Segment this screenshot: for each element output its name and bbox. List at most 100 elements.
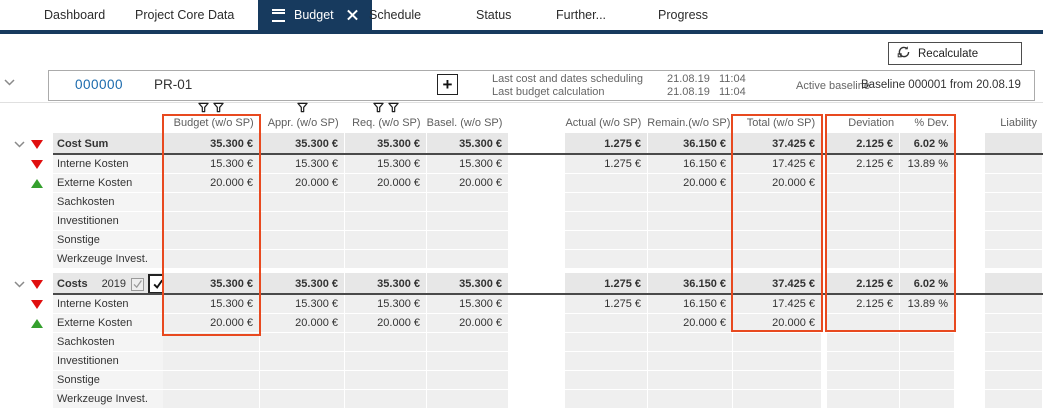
cell-actual[interactable] xyxy=(565,231,648,250)
cell-basel[interactable] xyxy=(427,333,509,352)
cell-remain[interactable]: 36.150 € xyxy=(648,133,733,155)
cell-remain[interactable]: 36.150 € xyxy=(648,273,733,295)
cell-pdev[interactable] xyxy=(900,390,955,409)
cell-appr[interactable] xyxy=(260,352,345,371)
cell-actual[interactable] xyxy=(565,174,648,193)
tab-project-core-data[interactable]: Project Core Data xyxy=(135,8,235,22)
table-row[interactable]: Werkzeuge Invest. xyxy=(0,390,1043,409)
cell-dev[interactable] xyxy=(827,250,900,269)
column-header-pdev[interactable]: % Dev. xyxy=(900,104,955,131)
cell-actual[interactable] xyxy=(565,212,648,231)
cell-appr[interactable]: 20.000 € xyxy=(260,174,345,193)
project-header-row[interactable]: 000000 PR-01 + Last cost and dates sched… xyxy=(48,70,1035,101)
row-label-cell[interactable]: Interne Kosten xyxy=(0,295,163,314)
cell-budget[interactable]: 35.300 € xyxy=(163,133,260,155)
cell-pdev[interactable]: 6.02 % xyxy=(900,273,955,295)
cell-appr[interactable]: 20.000 € xyxy=(260,314,345,333)
cell-dev[interactable] xyxy=(827,193,900,212)
cell-liab[interactable] xyxy=(985,250,1043,269)
cell-actual[interactable] xyxy=(565,314,648,333)
cell-dev[interactable] xyxy=(827,371,900,390)
row-label-cell[interactable]: Investitionen xyxy=(0,212,163,231)
cell-appr[interactable] xyxy=(260,212,345,231)
row-label-cell[interactable]: Interne Kosten xyxy=(0,155,163,174)
cell-pdev[interactable]: 13.89 % xyxy=(900,155,955,174)
cell-basel[interactable] xyxy=(427,390,509,409)
cell-req[interactable] xyxy=(345,250,427,269)
cell-dev[interactable] xyxy=(827,231,900,250)
cell-req[interactable] xyxy=(345,352,427,371)
tab-further[interactable]: Further... xyxy=(556,8,607,22)
cell-req[interactable] xyxy=(345,333,427,352)
cell-appr[interactable] xyxy=(260,250,345,269)
cell-basel[interactable] xyxy=(427,231,509,250)
cell-pdev[interactable] xyxy=(900,352,955,371)
cell-appr[interactable] xyxy=(260,193,345,212)
cell-remain[interactable] xyxy=(648,231,733,250)
row-label-cell[interactable]: Sachkosten xyxy=(0,333,163,352)
cell-liab[interactable] xyxy=(985,174,1043,193)
close-icon[interactable] xyxy=(347,10,358,21)
cell-liab[interactable] xyxy=(985,212,1043,231)
cell-basel[interactable]: 35.300 € xyxy=(427,133,509,155)
cell-budget[interactable] xyxy=(163,333,260,352)
cell-budget[interactable] xyxy=(163,212,260,231)
row-label-cell[interactable]: Sonstige xyxy=(0,371,163,390)
cell-basel[interactable] xyxy=(427,352,509,371)
cell-pdev[interactable]: 13.89 % xyxy=(900,295,955,314)
cell-liab[interactable] xyxy=(985,314,1043,333)
cell-actual[interactable] xyxy=(565,352,648,371)
cell-total[interactable] xyxy=(733,212,822,231)
cell-remain[interactable]: 20.000 € xyxy=(648,314,733,333)
column-header-liab[interactable]: Liability xyxy=(985,104,1043,131)
cell-pdev[interactable] xyxy=(900,333,955,352)
cell-liab[interactable] xyxy=(985,155,1043,174)
cell-req[interactable]: 35.300 € xyxy=(345,133,427,155)
cell-remain[interactable] xyxy=(648,212,733,231)
cell-remain[interactable] xyxy=(648,352,733,371)
cell-liab[interactable] xyxy=(985,390,1043,409)
cell-pdev[interactable] xyxy=(900,174,955,193)
column-header-total[interactable]: Total (w/o SP) xyxy=(732,104,821,131)
cell-req[interactable]: 20.000 € xyxy=(345,174,427,193)
cell-appr[interactable]: 35.300 € xyxy=(260,273,345,295)
row-label-cell[interactable]: Costs 2019 xyxy=(0,273,169,295)
collapse-chevron-icon[interactable] xyxy=(14,280,27,288)
row-label-cell[interactable]: Werkzeuge Invest. xyxy=(0,390,163,409)
column-header-basel[interactable]: Basel. (w/o SP) xyxy=(427,104,509,131)
table-row[interactable]: Interne Kosten 15.300 €15.300 €15.300 €15… xyxy=(0,155,1043,174)
cell-req[interactable]: 20.000 € xyxy=(345,314,427,333)
cell-total[interactable]: 17.425 € xyxy=(733,155,822,174)
table-row[interactable]: Werkzeuge Invest. xyxy=(0,250,1043,269)
cell-appr[interactable] xyxy=(260,371,345,390)
row-label-cell[interactable]: Werkzeuge Invest. xyxy=(0,250,163,269)
cell-pdev[interactable] xyxy=(900,314,955,333)
tab-dashboard[interactable]: Dashboard xyxy=(44,8,106,22)
recalculate-button[interactable]: Recalculate xyxy=(888,42,1022,65)
cell-appr[interactable] xyxy=(260,333,345,352)
cell-appr[interactable]: 15.300 € xyxy=(260,295,345,314)
cell-remain[interactable] xyxy=(648,371,733,390)
cell-remain[interactable]: 20.000 € xyxy=(648,174,733,193)
filter-icon[interactable] xyxy=(213,102,224,116)
cell-remain[interactable] xyxy=(648,193,733,212)
cell-remain[interactable]: 16.150 € xyxy=(648,155,733,174)
cell-basel[interactable]: 35.300 € xyxy=(427,273,509,295)
cell-actual[interactable] xyxy=(565,250,648,269)
cell-dev[interactable]: 2.125 € xyxy=(827,273,900,295)
add-button[interactable]: + xyxy=(437,74,458,95)
table-row[interactable]: Sonstige xyxy=(0,371,1043,390)
cell-dev[interactable]: 2.125 € xyxy=(827,133,900,155)
cell-basel[interactable]: 20.000 € xyxy=(427,174,509,193)
cell-basel[interactable] xyxy=(427,193,509,212)
cell-budget[interactable] xyxy=(163,193,260,212)
cell-budget[interactable] xyxy=(163,352,260,371)
cell-total[interactable] xyxy=(733,250,822,269)
row-label-cell[interactable]: Sonstige xyxy=(0,231,163,250)
cell-actual[interactable] xyxy=(565,333,648,352)
table-row[interactable]: Externe Kosten 20.000 €20.000 €20.000 €20… xyxy=(0,174,1043,193)
cell-budget[interactable] xyxy=(163,250,260,269)
column-header-actual[interactable]: Actual (w/o SP) xyxy=(564,104,647,131)
cell-basel[interactable] xyxy=(427,371,509,390)
cell-liab[interactable] xyxy=(985,352,1043,371)
